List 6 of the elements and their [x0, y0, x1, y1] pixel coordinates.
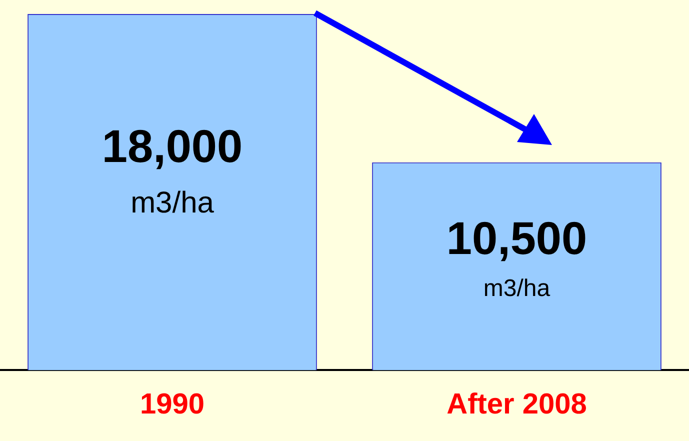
annotation: m3/ha — [130, 186, 214, 220]
data-label: 10,500 — [446, 212, 588, 264]
annotation: m3/ha — [483, 275, 551, 302]
data-label: 18,000 — [102, 120, 243, 172]
x-tick-label: 1990 — [140, 388, 205, 421]
x-tick-label: After 2008 — [446, 388, 587, 421]
